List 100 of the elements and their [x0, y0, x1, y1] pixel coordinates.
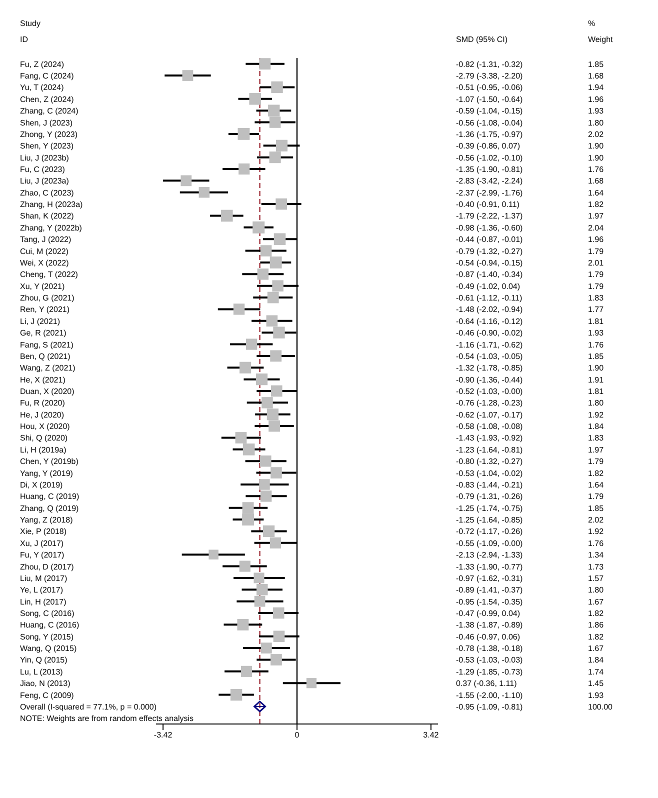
y-tick-label: Fu, Y (2017): [20, 550, 65, 560]
text: -1.35 (-1.90, -0.81): [456, 165, 524, 174]
y-tick-label: Xu, J (2017): [20, 538, 64, 548]
y-tick-label: Shen, Y (2023): [20, 142, 74, 151]
text: -0.82 (-1.31, -0.32): [456, 60, 524, 69]
text: 1.83: [588, 434, 604, 443]
text: -1.33 (-1.90, -0.77): [456, 562, 524, 572]
y-tick-label: Song, Y (2015): [20, 632, 74, 642]
text: -0.79 (-1.32, -0.27): [456, 246, 524, 256]
y-tick-label: Jiao, N (2013): [20, 679, 71, 688]
y-tick-label: Huang, C (2016): [20, 620, 80, 630]
text: -0.98 (-1.36, -0.60): [456, 223, 524, 232]
x-tick-label: 3.42: [423, 730, 440, 740]
text: -0.49 (-1.02, 0.04): [456, 282, 520, 291]
text: 0.37 (-0.36, 1.11): [456, 679, 518, 688]
y-tick-label: Shi, Q (2020): [20, 434, 68, 443]
text: -1.16 (-1.71, -0.62): [456, 340, 524, 350]
text: -0.78 (-1.38, -0.18): [456, 644, 524, 654]
text: 1.90: [588, 153, 604, 162]
text: 1.79: [588, 282, 604, 291]
text: -0.55 (-1.09, -0.00): [456, 538, 524, 548]
text: 1.64: [588, 480, 604, 490]
y-tick-label: Liu, M (2017): [20, 574, 68, 583]
y-tick-label: Duan, X (2020): [20, 387, 75, 396]
y-tick-label: Cheng, T (2022): [20, 270, 78, 280]
text: 1.80: [588, 398, 604, 408]
y-tick-label: Di, X (2019): [20, 480, 64, 490]
text: -1.25 (-1.64, -0.85): [456, 516, 524, 525]
text: -0.44 (-0.87, -0.01): [456, 235, 524, 244]
text: -0.83 (-1.44, -0.21): [456, 480, 524, 490]
text: -0.52 (-1.03, -0.00): [456, 387, 524, 396]
text: -0.61 (-1.12, -0.11): [456, 294, 522, 303]
y-tick-label: Tang, J (2022): [20, 235, 72, 244]
text: -0.54 (-0.94, -0.15): [456, 258, 524, 268]
y-tick-label: Song, C (2016): [20, 609, 75, 618]
text: 1.82: [588, 609, 604, 618]
text: 1.85: [588, 504, 604, 513]
text: -0.39 (-0.86, 0.07): [456, 142, 520, 151]
y-tick-label: Zhao, C (2023): [20, 188, 74, 198]
y-tick-label: He, J (2020): [20, 410, 64, 420]
y-tick-label: Wang, Q (2015): [20, 644, 77, 654]
y-tick-label: Xu, Y (2021): [20, 282, 65, 291]
text: 1.82: [588, 200, 604, 210]
y-tick-label: Yu, T (2024): [20, 83, 64, 92]
y-tick-label: Liu, J (2023b): [20, 153, 70, 162]
text: -0.53 (-1.04, -0.02): [456, 468, 524, 478]
text: 1.85: [588, 60, 604, 69]
y-tick-label: Cui, M (2022): [20, 246, 69, 256]
y-tick-label: Chen, Z (2024): [20, 94, 74, 104]
y-tick-label: Feng, C (2009): [20, 690, 74, 700]
text: 2.02: [588, 516, 604, 525]
y-tick-label: Zhang, C (2024): [20, 106, 79, 116]
y-tick-label: Ben, Q (2021): [20, 352, 71, 361]
text: 1.64: [588, 188, 604, 198]
text: 1.80: [588, 586, 604, 595]
y-tick-label: Zhang, Q (2019): [20, 504, 80, 513]
y-tick-label: Zhou, D (2017): [20, 562, 74, 572]
text: 1.79: [588, 270, 604, 280]
text: -1.38 (-1.87, -0.89): [456, 620, 524, 630]
y-tick-label: Fu, C (2023): [20, 165, 66, 174]
text: 1.57: [588, 574, 604, 583]
text: Study: [20, 19, 40, 28]
text: 1.82: [588, 468, 604, 478]
text: -0.64 (-1.16, -0.12): [456, 316, 524, 326]
text: -0.95 (-1.54, -0.35): [456, 597, 524, 606]
text: 1.83: [588, 294, 604, 303]
y-tick-label: Zhang, Y (2022b): [20, 223, 82, 232]
text: Weight: [588, 35, 614, 44]
text: -2.83 (-3.42, -2.24): [456, 176, 524, 186]
y-tick-label: Hou, X (2020): [20, 422, 70, 432]
text: 1.68: [588, 72, 604, 81]
text: -0.62 (-1.07, -0.17): [456, 410, 524, 420]
text: -1.07 (-1.50, -0.64): [456, 94, 524, 104]
text: SMD (95% CI): [456, 35, 508, 44]
y-tick-label: Chen, Y (2019b): [20, 457, 79, 466]
y-tick-label: Shen, J (2023): [20, 118, 73, 128]
text: -0.56 (-1.02, -0.10): [456, 153, 524, 162]
text: 2.04: [588, 223, 604, 232]
text: 1.80: [588, 118, 604, 128]
y-tick-label: Yang, Y (2019): [20, 468, 74, 478]
text: -0.90 (-1.36, -0.44): [456, 375, 524, 384]
y-tick-label: Wang, Z (2021): [20, 364, 76, 373]
text: 1.96: [588, 235, 604, 244]
text: 1.84: [588, 656, 604, 665]
text: 2.01: [588, 258, 604, 268]
text: 1.67: [588, 597, 604, 606]
y-tick-label: Xie, P (2018): [20, 527, 67, 536]
text: 1.92: [588, 527, 604, 536]
y-tick-label: Overall (I-squared = 77.1%, p = 0.000): [20, 702, 157, 712]
y-tick-label: Fu, Z (2024): [20, 60, 64, 69]
text: 1.81: [588, 316, 604, 326]
text: 1.86: [588, 620, 604, 630]
text: %: [588, 19, 596, 28]
text: -0.56 (-1.08, -0.04): [456, 118, 524, 128]
text: 2.02: [588, 130, 604, 139]
y-tick-label: Li, H (2019a): [20, 445, 67, 454]
text: 1.91: [588, 375, 604, 384]
text: -1.79 (-2.22, -1.37): [456, 212, 524, 221]
y-tick-label: Fang, C (2024): [20, 72, 74, 81]
text: -0.97 (-1.62, -0.31): [456, 574, 524, 583]
